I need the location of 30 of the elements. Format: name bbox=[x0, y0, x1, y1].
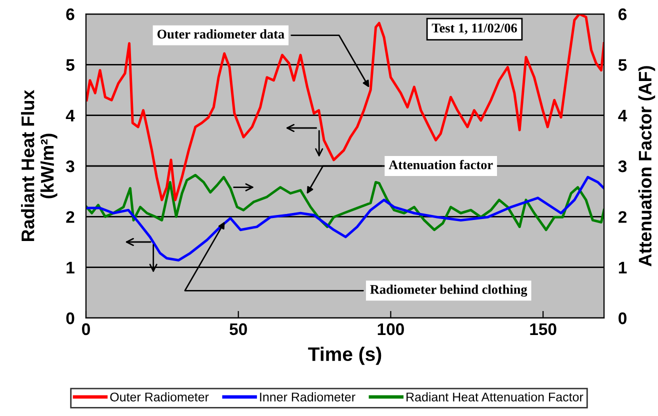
y-axis-title: Radiant Heat Flux (kW/m²) bbox=[21, 90, 58, 242]
y-tick-label: 4 bbox=[66, 110, 75, 122]
line-series bbox=[86, 176, 604, 262]
x-tick-label: 0 bbox=[82, 323, 90, 336]
legend-label: Radiant Heat Attenuation Factor bbox=[406, 392, 584, 402]
x-axis-title: Time (s) bbox=[308, 346, 382, 365]
y2-tick-label: 1 bbox=[618, 262, 627, 274]
y2-tick-label: 0 bbox=[618, 312, 626, 324]
annotation: Test 1, 11/02/06 bbox=[432, 24, 517, 34]
y-tick-label: 5 bbox=[66, 59, 74, 71]
annotation: Attenuation factor bbox=[388, 160, 493, 170]
y2-tick-label: 3 bbox=[618, 160, 627, 172]
annotation: Radiometer behind clothing bbox=[370, 284, 528, 297]
x-tick-label: 150 bbox=[530, 323, 556, 336]
legend-label: Outer Radiometer bbox=[110, 392, 209, 402]
y-tick-label: 1 bbox=[66, 262, 74, 274]
y2-tick-label: 4 bbox=[618, 110, 628, 122]
line-series bbox=[86, 174, 604, 232]
y2-tick-label: 5 bbox=[618, 59, 627, 71]
y2-axis-title: Attenuation Factor (AF) bbox=[638, 66, 656, 266]
annotation: Outer radiometer data bbox=[157, 29, 284, 39]
y-tick-label: 0 bbox=[66, 312, 74, 324]
y-tick-label: 3 bbox=[66, 160, 74, 172]
x-tick-label: 50 bbox=[230, 323, 247, 336]
legend-label: Inner Radiometer bbox=[260, 392, 356, 402]
y-tick-label: 6 bbox=[66, 8, 74, 20]
x-tick-label: 100 bbox=[378, 323, 404, 336]
y-tick-label: 2 bbox=[66, 211, 74, 223]
y2-tick-label: 6 bbox=[618, 8, 627, 20]
y2-tick-label: 2 bbox=[618, 211, 626, 223]
